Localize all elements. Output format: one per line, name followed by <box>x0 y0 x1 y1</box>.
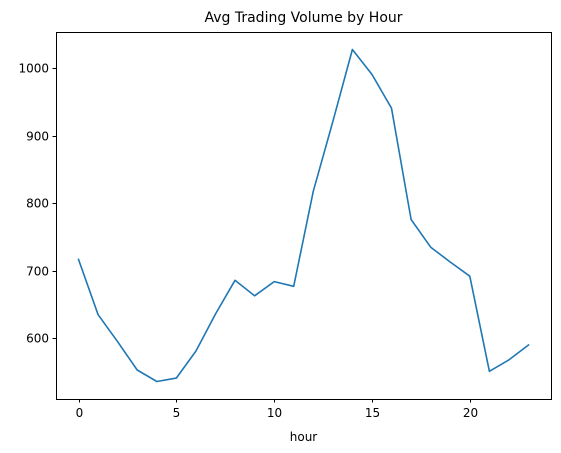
plot-frame <box>56 32 552 400</box>
y-tick-label: 700 <box>26 265 49 279</box>
y-axis-ticks: 600 700 800 900 1000 <box>18 62 56 346</box>
x-tick-label: 5 <box>173 406 181 420</box>
y-tick-label: 800 <box>26 197 49 211</box>
x-tick-label: 15 <box>365 406 380 420</box>
x-axis-label: hour <box>290 430 318 444</box>
series-group <box>77 48 530 383</box>
x-tick-label: 10 <box>267 406 282 420</box>
series-line-0 <box>77 48 530 383</box>
y-tick-label: 600 <box>26 332 49 346</box>
x-tick-label: 20 <box>463 406 478 420</box>
x-axis-ticks: 0 5 10 15 20 <box>76 399 478 420</box>
y-tick-label: 1000 <box>18 62 49 76</box>
x-tick-label: 0 <box>76 406 84 420</box>
y-tick-label: 900 <box>26 130 49 144</box>
chart-title: Avg Trading Volume by Hour <box>204 10 402 26</box>
